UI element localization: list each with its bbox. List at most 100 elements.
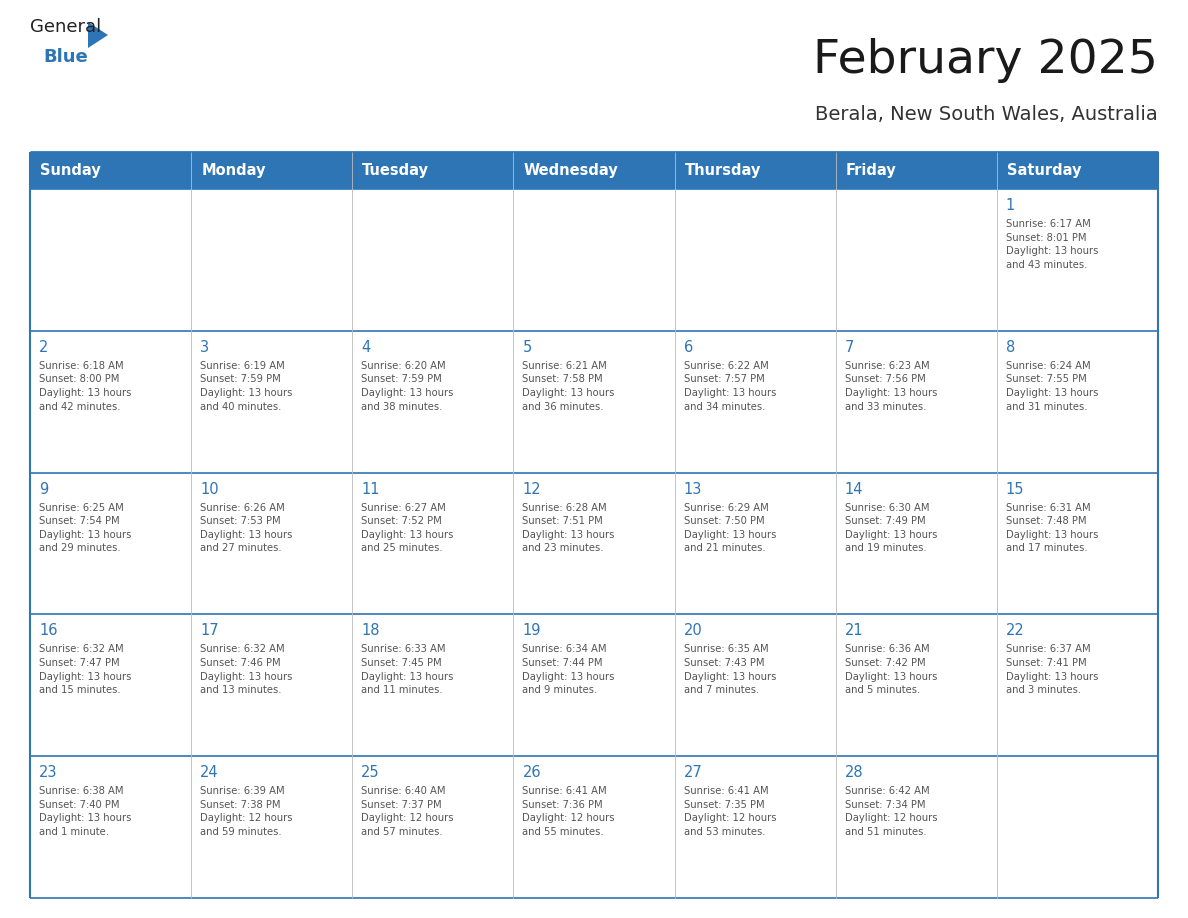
Text: Sunrise: 6:26 AM
Sunset: 7:53 PM
Daylight: 13 hours
and 27 minutes.: Sunrise: 6:26 AM Sunset: 7:53 PM Dayligh… <box>200 502 292 554</box>
Text: Blue: Blue <box>43 48 88 66</box>
Text: Sunrise: 6:30 AM
Sunset: 7:49 PM
Daylight: 13 hours
and 19 minutes.: Sunrise: 6:30 AM Sunset: 7:49 PM Dayligh… <box>845 502 937 554</box>
Text: 13: 13 <box>683 482 702 497</box>
Bar <box>997 152 1158 189</box>
Bar <box>835 152 997 189</box>
Bar <box>30 473 191 614</box>
Text: Sunrise: 6:40 AM
Sunset: 7:37 PM
Daylight: 12 hours
and 57 minutes.: Sunrise: 6:40 AM Sunset: 7:37 PM Dayligh… <box>361 786 454 837</box>
Polygon shape <box>88 22 108 48</box>
Bar <box>675 152 835 189</box>
Bar <box>675 189 835 330</box>
Text: Sunrise: 6:36 AM
Sunset: 7:42 PM
Daylight: 13 hours
and 5 minutes.: Sunrise: 6:36 AM Sunset: 7:42 PM Dayligh… <box>845 644 937 695</box>
Text: Sunrise: 6:37 AM
Sunset: 7:41 PM
Daylight: 13 hours
and 3 minutes.: Sunrise: 6:37 AM Sunset: 7:41 PM Dayligh… <box>1006 644 1098 695</box>
Text: 22: 22 <box>1006 623 1024 638</box>
Bar <box>675 614 835 756</box>
Bar <box>513 330 675 473</box>
Text: 17: 17 <box>200 623 219 638</box>
Bar <box>353 330 513 473</box>
Bar <box>513 473 675 614</box>
Text: Sunrise: 6:23 AM
Sunset: 7:56 PM
Daylight: 13 hours
and 33 minutes.: Sunrise: 6:23 AM Sunset: 7:56 PM Dayligh… <box>845 361 937 411</box>
Text: 20: 20 <box>683 623 702 638</box>
Bar <box>835 473 997 614</box>
Text: 2: 2 <box>39 340 49 354</box>
Text: 6: 6 <box>683 340 693 354</box>
Text: 15: 15 <box>1006 482 1024 497</box>
Text: 28: 28 <box>845 766 864 780</box>
Bar <box>675 330 835 473</box>
Bar <box>353 473 513 614</box>
Text: 18: 18 <box>361 623 380 638</box>
Bar <box>30 614 191 756</box>
Text: Sunrise: 6:35 AM
Sunset: 7:43 PM
Daylight: 13 hours
and 7 minutes.: Sunrise: 6:35 AM Sunset: 7:43 PM Dayligh… <box>683 644 776 695</box>
Text: 12: 12 <box>523 482 541 497</box>
Text: Sunrise: 6:38 AM
Sunset: 7:40 PM
Daylight: 13 hours
and 1 minute.: Sunrise: 6:38 AM Sunset: 7:40 PM Dayligh… <box>39 786 132 837</box>
Text: Sunrise: 6:39 AM
Sunset: 7:38 PM
Daylight: 12 hours
and 59 minutes.: Sunrise: 6:39 AM Sunset: 7:38 PM Dayligh… <box>200 786 292 837</box>
Text: Sunrise: 6:34 AM
Sunset: 7:44 PM
Daylight: 13 hours
and 9 minutes.: Sunrise: 6:34 AM Sunset: 7:44 PM Dayligh… <box>523 644 615 695</box>
Bar <box>835 756 997 898</box>
Bar <box>997 473 1158 614</box>
Text: Sunrise: 6:25 AM
Sunset: 7:54 PM
Daylight: 13 hours
and 29 minutes.: Sunrise: 6:25 AM Sunset: 7:54 PM Dayligh… <box>39 502 132 554</box>
Bar <box>30 189 191 330</box>
Text: Sunrise: 6:20 AM
Sunset: 7:59 PM
Daylight: 13 hours
and 38 minutes.: Sunrise: 6:20 AM Sunset: 7:59 PM Dayligh… <box>361 361 454 411</box>
Bar <box>675 756 835 898</box>
Text: Monday: Monday <box>201 163 266 178</box>
Text: 5: 5 <box>523 340 532 354</box>
Text: Sunrise: 6:19 AM
Sunset: 7:59 PM
Daylight: 13 hours
and 40 minutes.: Sunrise: 6:19 AM Sunset: 7:59 PM Dayligh… <box>200 361 292 411</box>
Bar <box>997 189 1158 330</box>
Bar <box>191 756 353 898</box>
Bar <box>353 189 513 330</box>
Text: Sunrise: 6:22 AM
Sunset: 7:57 PM
Daylight: 13 hours
and 34 minutes.: Sunrise: 6:22 AM Sunset: 7:57 PM Dayligh… <box>683 361 776 411</box>
Bar <box>191 473 353 614</box>
Text: Sunrise: 6:41 AM
Sunset: 7:35 PM
Daylight: 12 hours
and 53 minutes.: Sunrise: 6:41 AM Sunset: 7:35 PM Dayligh… <box>683 786 776 837</box>
Text: 4: 4 <box>361 340 371 354</box>
Text: Sunrise: 6:41 AM
Sunset: 7:36 PM
Daylight: 12 hours
and 55 minutes.: Sunrise: 6:41 AM Sunset: 7:36 PM Dayligh… <box>523 786 615 837</box>
Bar <box>353 152 513 189</box>
Text: Sunrise: 6:31 AM
Sunset: 7:48 PM
Daylight: 13 hours
and 17 minutes.: Sunrise: 6:31 AM Sunset: 7:48 PM Dayligh… <box>1006 502 1098 554</box>
Bar <box>30 330 191 473</box>
Bar <box>513 756 675 898</box>
Text: Berala, New South Wales, Australia: Berala, New South Wales, Australia <box>815 105 1158 124</box>
Bar <box>30 756 191 898</box>
Text: 25: 25 <box>361 766 380 780</box>
Text: Sunrise: 6:33 AM
Sunset: 7:45 PM
Daylight: 13 hours
and 11 minutes.: Sunrise: 6:33 AM Sunset: 7:45 PM Dayligh… <box>361 644 454 695</box>
Text: 11: 11 <box>361 482 380 497</box>
Text: Sunday: Sunday <box>40 163 101 178</box>
Text: 16: 16 <box>39 623 57 638</box>
Text: Saturday: Saturday <box>1007 163 1081 178</box>
Text: February 2025: February 2025 <box>813 38 1158 83</box>
Bar <box>191 152 353 189</box>
Text: Tuesday: Tuesday <box>362 163 429 178</box>
Text: Sunrise: 6:29 AM
Sunset: 7:50 PM
Daylight: 13 hours
and 21 minutes.: Sunrise: 6:29 AM Sunset: 7:50 PM Dayligh… <box>683 502 776 554</box>
Text: 7: 7 <box>845 340 854 354</box>
Text: Sunrise: 6:27 AM
Sunset: 7:52 PM
Daylight: 13 hours
and 25 minutes.: Sunrise: 6:27 AM Sunset: 7:52 PM Dayligh… <box>361 502 454 554</box>
Bar <box>353 614 513 756</box>
Bar <box>835 189 997 330</box>
Text: 27: 27 <box>683 766 702 780</box>
Text: 10: 10 <box>200 482 219 497</box>
Text: 21: 21 <box>845 623 864 638</box>
Text: Sunrise: 6:18 AM
Sunset: 8:00 PM
Daylight: 13 hours
and 42 minutes.: Sunrise: 6:18 AM Sunset: 8:00 PM Dayligh… <box>39 361 132 411</box>
Text: 8: 8 <box>1006 340 1015 354</box>
Text: 14: 14 <box>845 482 864 497</box>
Text: Thursday: Thursday <box>684 163 762 178</box>
Bar <box>997 614 1158 756</box>
Bar <box>513 189 675 330</box>
Bar <box>997 330 1158 473</box>
Bar <box>513 152 675 189</box>
Text: Friday: Friday <box>846 163 897 178</box>
Text: 23: 23 <box>39 766 57 780</box>
Text: 9: 9 <box>39 482 49 497</box>
Bar <box>835 614 997 756</box>
Text: Wednesday: Wednesday <box>524 163 618 178</box>
Text: Sunrise: 6:21 AM
Sunset: 7:58 PM
Daylight: 13 hours
and 36 minutes.: Sunrise: 6:21 AM Sunset: 7:58 PM Dayligh… <box>523 361 615 411</box>
Bar <box>997 756 1158 898</box>
Bar <box>353 756 513 898</box>
Bar <box>191 614 353 756</box>
Text: Sunrise: 6:32 AM
Sunset: 7:47 PM
Daylight: 13 hours
and 15 minutes.: Sunrise: 6:32 AM Sunset: 7:47 PM Dayligh… <box>39 644 132 695</box>
Text: General: General <box>30 18 101 36</box>
Bar <box>30 152 191 189</box>
Bar <box>835 330 997 473</box>
Text: 1: 1 <box>1006 198 1015 213</box>
Text: 24: 24 <box>200 766 219 780</box>
Bar <box>513 614 675 756</box>
Text: Sunrise: 6:42 AM
Sunset: 7:34 PM
Daylight: 12 hours
and 51 minutes.: Sunrise: 6:42 AM Sunset: 7:34 PM Dayligh… <box>845 786 937 837</box>
